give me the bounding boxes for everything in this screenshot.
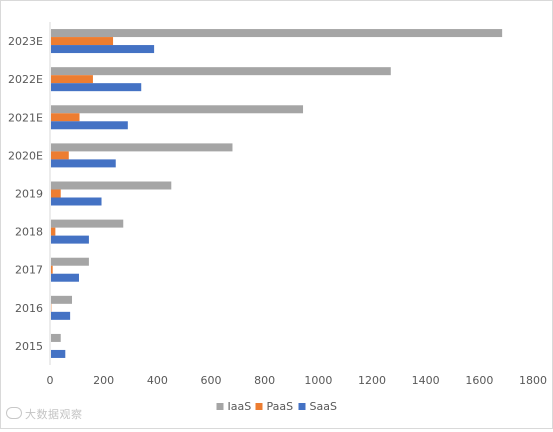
bar-saas-2019 — [51, 198, 102, 206]
bar-iaas-2015 — [51, 334, 61, 342]
x-tick-label: 1000 — [304, 374, 332, 387]
bar-saas-2017 — [51, 274, 79, 282]
x-tick-label: 0 — [47, 374, 54, 387]
y-tick-label: 2016 — [15, 302, 43, 315]
legend-label-iaas: IaaS — [228, 400, 252, 413]
bar-iaas-2023e — [51, 29, 502, 37]
bar-iaas-2021e — [51, 105, 303, 113]
bar-iaas-2018 — [51, 220, 123, 228]
watermark-logo-icon — [6, 407, 22, 419]
y-tick-label: 2017 — [15, 264, 43, 277]
x-tick-label: 200 — [93, 374, 114, 387]
x-tick-label: 400 — [147, 374, 168, 387]
x-tick-label: 1800 — [519, 374, 547, 387]
bar-paas-2018 — [51, 228, 55, 236]
x-tick-label: 1400 — [412, 374, 440, 387]
bar-paas-2023e — [51, 37, 113, 45]
bar-iaas-2019 — [51, 182, 171, 190]
bar-iaas-2022e — [51, 67, 391, 75]
bar-paas-2019 — [51, 190, 61, 198]
watermark-text: 大数据观察 — [25, 408, 83, 421]
bar-saas-2016 — [51, 312, 70, 320]
y-tick-label: 2020E — [8, 149, 43, 162]
bar-saas-2018 — [51, 236, 89, 244]
bar-iaas-2020e — [51, 143, 232, 151]
x-tick-label: 1200 — [358, 374, 386, 387]
y-tick-label: 2022E — [8, 73, 43, 86]
legend-swatch-saas — [299, 403, 306, 410]
bar-saas-2023e — [51, 45, 154, 53]
y-tick-label: 2023E — [8, 35, 43, 48]
y-tick-label: 2018 — [15, 226, 43, 239]
bar-saas-2021e — [51, 121, 128, 129]
y-tick-label: 2019 — [15, 188, 43, 201]
watermark: 大数据观察 — [6, 406, 83, 422]
bar-paas-2021e — [51, 113, 80, 121]
bar-saas-2022e — [51, 83, 141, 91]
x-tick-label: 800 — [254, 374, 275, 387]
bar-paas-2022e — [51, 75, 93, 83]
bar-iaas-2017 — [51, 258, 89, 266]
y-tick-label: 2015 — [15, 340, 43, 353]
legend-swatch-iaas — [217, 403, 224, 410]
y-tick-label: 2021E — [8, 111, 43, 124]
bar-saas-2020e — [51, 159, 116, 167]
x-tick-label: 1600 — [465, 374, 493, 387]
bar-paas-2017 — [51, 266, 53, 274]
legend-label-saas: SaaS — [310, 400, 337, 413]
legend-label-paas: PaaS — [267, 400, 294, 413]
x-tick-label: 600 — [201, 374, 222, 387]
bar-saas-2015 — [51, 350, 65, 358]
bar-paas-2020e — [51, 151, 69, 159]
legend-swatch-paas — [256, 403, 263, 410]
bars-group — [51, 29, 502, 358]
legend: IaaS PaaS SaaS — [217, 400, 337, 413]
bar-iaas-2016 — [51, 296, 72, 304]
